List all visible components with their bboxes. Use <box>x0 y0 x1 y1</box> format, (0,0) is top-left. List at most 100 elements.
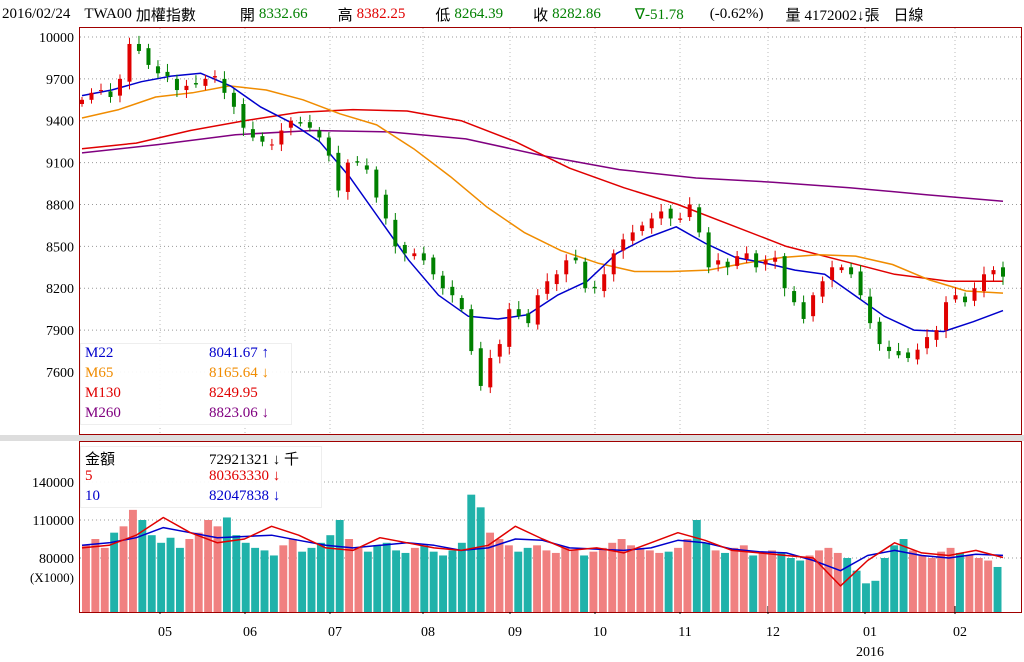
period-button[interactable]: 日線 <box>893 7 924 24</box>
change-value: ∇-51.78 <box>634 6 684 23</box>
volume-bar <box>758 551 767 612</box>
volume-bar <box>542 550 551 612</box>
volume-bar <box>514 551 523 612</box>
volume-legend: 金額 72921321 ↓ 千 5 80363330 ↓ 10 82047838 ↓ <box>80 446 322 508</box>
volume-bar <box>166 537 175 612</box>
volume-bar <box>824 547 833 612</box>
volume-bar <box>373 545 382 612</box>
volume-tick-label: 140000 <box>32 476 74 491</box>
volume-bar <box>815 550 823 612</box>
volume-bar <box>91 539 100 612</box>
volume-bar <box>777 552 786 612</box>
candle-body <box>849 267 854 275</box>
candle-body <box>716 260 721 265</box>
volume-bar <box>580 555 588 612</box>
volume-bar <box>467 494 476 612</box>
candle-body <box>782 256 787 289</box>
candle-body <box>326 137 331 156</box>
price-tick-label: 7900 <box>46 324 74 339</box>
candle-body <box>697 207 702 233</box>
candle-body <box>659 211 664 219</box>
volume-bar <box>617 539 626 612</box>
volume-bar <box>298 551 307 612</box>
volume-tick-label: 110000 <box>33 514 74 529</box>
candle-body <box>364 165 369 170</box>
volume-bar <box>768 550 776 612</box>
volume-bar <box>82 545 90 612</box>
candle-body <box>678 218 683 220</box>
volume-ma10-line <box>81 526 1004 572</box>
candle-body <box>98 90 103 92</box>
candle-body <box>345 162 350 192</box>
candle-body <box>811 295 816 317</box>
volume-bar <box>269 555 278 612</box>
candle-body <box>421 253 426 261</box>
volume-ma5-line <box>81 516 1004 587</box>
candle-body <box>839 267 844 271</box>
candle-body <box>877 321 882 345</box>
volume-bar <box>570 550 579 612</box>
volume-bar <box>363 551 372 612</box>
volume-bar <box>392 550 401 612</box>
candle-body <box>982 274 987 292</box>
volume-bar <box>608 542 617 612</box>
volume-bar <box>636 547 645 612</box>
candle-body <box>801 302 806 319</box>
candle-body <box>649 218 654 229</box>
candle-body <box>203 78 208 86</box>
candle-body <box>279 130 284 145</box>
volume-bar <box>213 526 222 612</box>
volume-bar <box>316 542 325 612</box>
volume-bar <box>993 566 1002 612</box>
volume-bar <box>345 539 354 612</box>
candle-body <box>317 130 322 138</box>
volume-bar <box>664 551 673 612</box>
candle-body <box>602 274 607 292</box>
candle-body <box>469 309 474 352</box>
candle-body <box>526 313 531 324</box>
volume-bar <box>598 547 607 612</box>
candle-body <box>497 344 502 357</box>
volume-bar <box>805 555 814 612</box>
candle-body <box>136 43 141 51</box>
volume-bar <box>429 551 438 612</box>
candle-body <box>735 256 740 266</box>
volume-bar <box>100 547 109 612</box>
volume-value: 4172002↓張 <box>804 7 880 24</box>
candle-body <box>925 337 930 349</box>
candle-body <box>193 83 198 85</box>
month-label: 09 <box>508 625 522 640</box>
candle-body <box>307 122 312 128</box>
candle-body <box>687 204 692 218</box>
candle-body <box>80 99 84 104</box>
high-value: 8382.25 <box>356 5 406 22</box>
candle-body <box>250 129 255 138</box>
legend-m22: M22 8041.67 ↑ <box>85 345 269 361</box>
candle-body <box>374 169 379 198</box>
candle-body <box>820 281 825 297</box>
candle-body <box>478 348 483 386</box>
volume-bar <box>335 520 344 612</box>
volume-bar <box>786 558 795 612</box>
volume-bar <box>739 545 748 612</box>
legend-vol10: 10 82047838 ↓ <box>85 488 281 504</box>
candle-body <box>972 288 977 301</box>
close-label: 收 <box>533 7 549 24</box>
volume-bar <box>401 552 410 612</box>
volume-bar <box>796 560 805 612</box>
volume-bar <box>702 542 711 612</box>
legend-amount: 金額 72921321 ↓ 千 <box>85 452 300 468</box>
volume-bar <box>965 555 974 612</box>
volume-bar <box>683 539 692 612</box>
open-label: 開 <box>239 7 255 24</box>
candle-body <box>858 271 863 296</box>
volume-bar <box>721 552 729 612</box>
volume-bar <box>476 507 485 612</box>
volume-bar <box>899 539 908 612</box>
candle-body <box>269 144 274 146</box>
volume-bar <box>354 547 363 612</box>
candle-body <box>516 309 521 317</box>
volume-bar <box>946 547 955 612</box>
open-value: 8332.66 <box>258 5 308 22</box>
volume-bar <box>843 558 852 612</box>
